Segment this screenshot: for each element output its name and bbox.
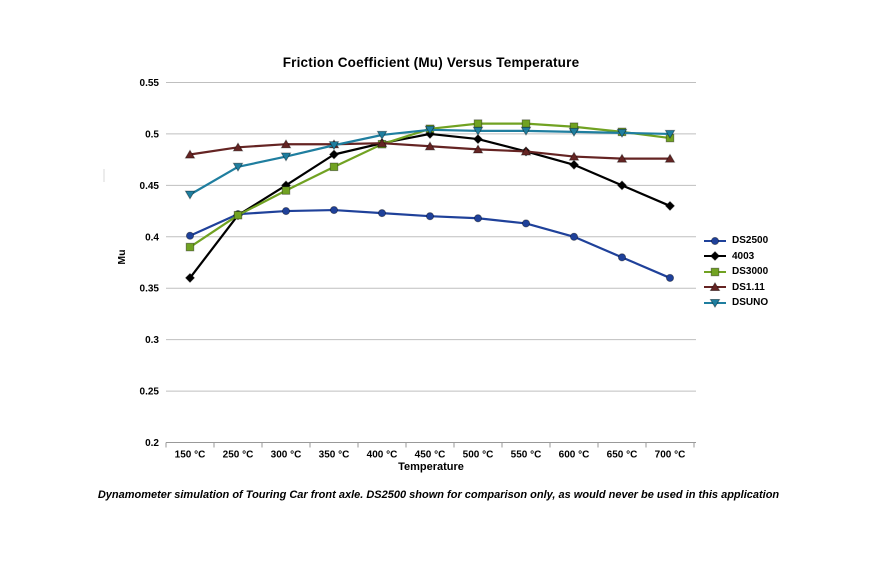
data-point-marker (664, 153, 676, 163)
data-point-marker (569, 232, 579, 241)
y-axis-tick-label: 0.55 (140, 78, 160, 89)
series-DSUNO (184, 125, 676, 200)
y-axis-title: Mu (116, 249, 128, 265)
data-point-marker (280, 152, 292, 162)
y-axis-tick-label: 0.45 (140, 181, 160, 192)
data-point-marker (710, 267, 720, 276)
data-point-marker (329, 162, 339, 172)
x-axis-tick-label: 600 °C (559, 450, 590, 461)
x-axis-tick-label: 450 °C (415, 450, 446, 461)
legend-label: DS3000 (732, 266, 769, 278)
data-point-marker (376, 130, 388, 141)
legend-marker-diamond-icon (704, 251, 726, 262)
y-axis-tick-label: 0.5 (145, 129, 159, 140)
series-line-4003 (188, 132, 672, 280)
chart-title: Friction Coefficient (Mu) Versus Tempera… (282, 55, 580, 70)
legend-label: DSUNO (732, 297, 769, 309)
legend-marker-triangle-up-icon (704, 282, 726, 292)
series-4003 (184, 128, 676, 283)
data-point-marker (328, 141, 340, 151)
data-point-marker (710, 236, 720, 245)
x-axis-tick-label: 650 °C (607, 450, 638, 461)
data-point-marker (184, 272, 196, 283)
data-point-marker (232, 162, 244, 172)
data-point-marker (709, 251, 721, 262)
x-axis-title: Temperature (398, 461, 464, 473)
x-axis-tick-label: 350 °C (319, 450, 350, 461)
data-point-marker (568, 127, 580, 137)
data-point-marker (281, 186, 291, 195)
x-axis-tick-label: 700 °C (655, 450, 686, 461)
data-point-marker (473, 214, 483, 223)
data-point-marker (709, 282, 721, 292)
legend-item-DSUNO: DSUNO (703, 295, 768, 311)
data-point-marker (184, 190, 196, 200)
data-point-marker (521, 119, 531, 128)
data-point-marker (520, 146, 532, 156)
series-DS1.11 (184, 138, 676, 163)
data-point-marker (376, 138, 388, 148)
y-axis-tick-label: 0.4 (145, 232, 159, 243)
data-point-marker (616, 153, 628, 163)
series-DS2500 (185, 205, 675, 282)
x-axis-tick-label: 400 °C (367, 450, 398, 461)
data-point-marker (664, 129, 676, 140)
y-axis-tick-label: 0.3 (145, 335, 159, 346)
data-point-marker (232, 142, 244, 152)
data-point-marker (377, 209, 387, 218)
data-point-marker (568, 159, 580, 170)
data-point-marker (233, 210, 243, 220)
legend-item-DS2500: DS2500 (703, 233, 768, 249)
data-point-marker (328, 149, 340, 160)
data-point-marker (185, 231, 195, 240)
x-axis-tick-label: 300 °C (271, 450, 302, 461)
y-axis-tick-label: 0.25 (140, 387, 160, 398)
data-point-marker (520, 126, 532, 136)
legend-marker-square-icon (704, 267, 726, 276)
data-point-marker (617, 253, 627, 262)
data-point-marker (709, 298, 721, 308)
data-point-marker (281, 207, 291, 216)
data-point-marker (616, 180, 628, 191)
data-point-marker (616, 128, 628, 138)
data-point-marker (472, 126, 484, 136)
data-point-marker (185, 242, 195, 252)
data-point-marker (473, 119, 483, 128)
data-point-marker (568, 151, 580, 161)
legend-label: 4003 (732, 250, 755, 262)
data-point-marker (472, 134, 484, 145)
chart-legend: DS2500 4003 DS3000 DS1.11 DSUNO (703, 233, 768, 311)
data-point-marker (472, 144, 484, 154)
legend-item-4003: 4003 (703, 249, 768, 265)
y-axis-tick-label: 0.2 (145, 438, 159, 449)
legend-marker-triangle-down-icon (704, 298, 726, 308)
x-axis-tick-label: 550 °C (511, 450, 542, 461)
y-axis-tick-label: 0.35 (140, 284, 160, 295)
caption-text: Dynamometer simulation of Touring Car fr… (97, 489, 780, 501)
data-point-marker (329, 205, 339, 215)
x-axis-tick-label: 150 °C (175, 450, 206, 461)
data-point-marker (665, 273, 675, 282)
data-point-marker (521, 219, 531, 228)
x-axis-tick-label: 500 °C (463, 450, 494, 461)
legend-label: DS1.11 (732, 281, 765, 293)
data-point-marker (424, 141, 436, 151)
data-point-marker (664, 200, 676, 211)
legend-item-DS3000: DS3000 (703, 264, 768, 280)
legend-item-DS1.11: DS1.11 (703, 280, 768, 296)
data-point-marker (280, 139, 292, 149)
data-point-marker (184, 149, 196, 159)
legend-marker-circle-icon (704, 236, 726, 245)
x-axis-tick-label: 250 °C (223, 450, 254, 461)
data-point-marker (425, 212, 435, 221)
legend-label: DS2500 (732, 235, 769, 247)
screen-artifact (103, 169, 105, 182)
data-point-marker (424, 125, 436, 135)
